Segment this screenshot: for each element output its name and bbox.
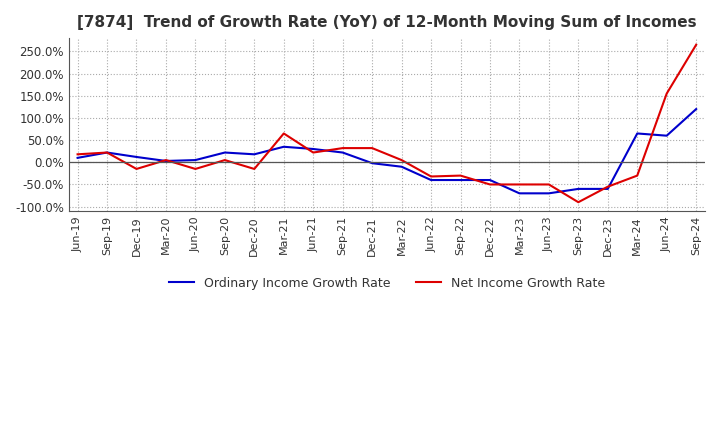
Title: [7874]  Trend of Growth Rate (YoY) of 12-Month Moving Sum of Incomes: [7874] Trend of Growth Rate (YoY) of 12-…: [77, 15, 697, 30]
Ordinary Income Growth Rate: [279, 144, 288, 150]
Ordinary Income Growth Rate: [397, 164, 406, 169]
Ordinary Income Growth Rate: [338, 150, 347, 155]
Legend: Ordinary Income Growth Rate, Net Income Growth Rate: Ordinary Income Growth Rate, Net Income …: [164, 272, 610, 295]
Ordinary Income Growth Rate: [662, 133, 671, 138]
Ordinary Income Growth Rate: [191, 158, 199, 163]
Net Income Growth Rate: [544, 182, 553, 187]
Ordinary Income Growth Rate: [692, 106, 701, 112]
Ordinary Income Growth Rate: [544, 191, 553, 196]
Ordinary Income Growth Rate: [309, 147, 318, 152]
Net Income Growth Rate: [132, 166, 141, 172]
Net Income Growth Rate: [279, 131, 288, 136]
Ordinary Income Growth Rate: [132, 154, 141, 160]
Ordinary Income Growth Rate: [456, 177, 465, 183]
Net Income Growth Rate: [427, 174, 436, 179]
Ordinary Income Growth Rate: [103, 150, 112, 155]
Net Income Growth Rate: [338, 146, 347, 151]
Net Income Growth Rate: [603, 184, 612, 189]
Net Income Growth Rate: [220, 158, 229, 163]
Ordinary Income Growth Rate: [515, 191, 523, 196]
Ordinary Income Growth Rate: [368, 161, 377, 166]
Ordinary Income Growth Rate: [633, 131, 642, 136]
Net Income Growth Rate: [397, 158, 406, 163]
Line: Ordinary Income Growth Rate: Ordinary Income Growth Rate: [78, 109, 696, 193]
Ordinary Income Growth Rate: [486, 177, 495, 183]
Net Income Growth Rate: [456, 173, 465, 178]
Ordinary Income Growth Rate: [427, 177, 436, 183]
Net Income Growth Rate: [309, 150, 318, 155]
Net Income Growth Rate: [73, 152, 82, 157]
Net Income Growth Rate: [486, 182, 495, 187]
Net Income Growth Rate: [633, 173, 642, 178]
Net Income Growth Rate: [662, 91, 671, 96]
Ordinary Income Growth Rate: [603, 186, 612, 191]
Net Income Growth Rate: [191, 166, 199, 172]
Net Income Growth Rate: [250, 166, 258, 172]
Net Income Growth Rate: [368, 146, 377, 151]
Line: Net Income Growth Rate: Net Income Growth Rate: [78, 45, 696, 202]
Ordinary Income Growth Rate: [250, 152, 258, 157]
Net Income Growth Rate: [692, 42, 701, 48]
Ordinary Income Growth Rate: [574, 186, 582, 191]
Ordinary Income Growth Rate: [73, 155, 82, 161]
Net Income Growth Rate: [161, 158, 170, 163]
Net Income Growth Rate: [574, 200, 582, 205]
Net Income Growth Rate: [103, 150, 112, 155]
Ordinary Income Growth Rate: [161, 158, 170, 164]
Net Income Growth Rate: [515, 182, 523, 187]
Ordinary Income Growth Rate: [220, 150, 229, 155]
